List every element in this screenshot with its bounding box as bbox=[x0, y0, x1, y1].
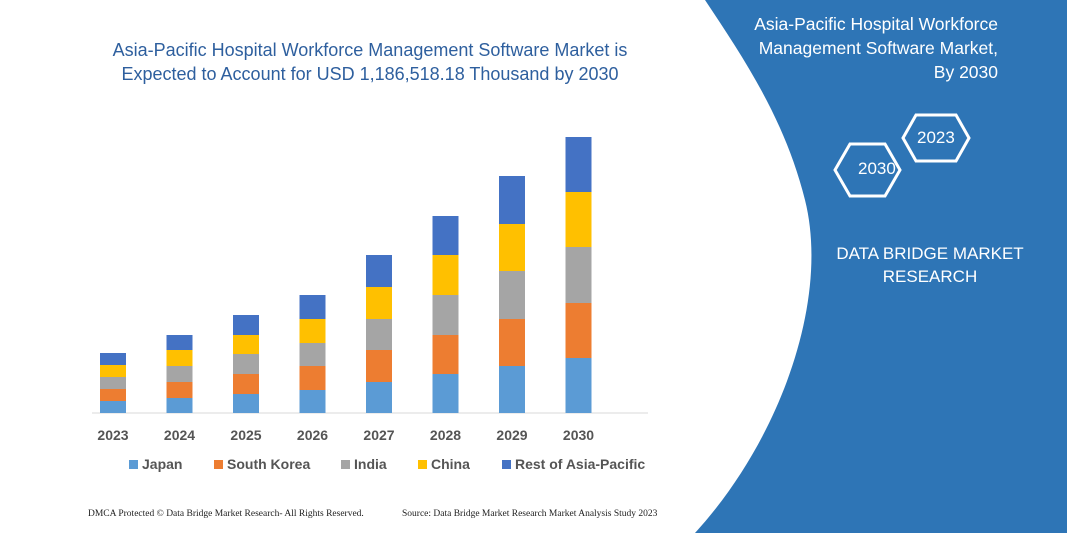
footer-source: Source: Data Bridge Market Research Mark… bbox=[402, 509, 658, 519]
side-panel-title: Asia-Pacific Hospital Workforce Manageme… bbox=[700, 12, 998, 84]
bar-2027-south-korea bbox=[366, 350, 392, 382]
bar-2029-india bbox=[499, 271, 525, 319]
bar-2028-japan bbox=[432, 374, 459, 413]
x-tick-label: 2023 bbox=[97, 427, 128, 443]
legend-label: Japan bbox=[142, 456, 183, 472]
legend-item-china: China bbox=[418, 456, 470, 472]
x-tick-label: 2027 bbox=[363, 427, 394, 443]
bars bbox=[100, 137, 592, 413]
bar-2024-south-korea bbox=[166, 382, 193, 398]
bar-2024-japan bbox=[166, 398, 193, 413]
bar-2028-rest-of-asia-pacific bbox=[432, 216, 459, 255]
bar-2026-south-korea bbox=[299, 366, 326, 390]
bar-2023-china bbox=[100, 365, 126, 377]
bar-2030-japan bbox=[565, 358, 592, 413]
legend-label: India bbox=[354, 456, 387, 472]
bar-2026-china bbox=[299, 319, 326, 343]
side-panel-shape bbox=[695, 0, 1067, 533]
legend-item-india: India bbox=[341, 456, 387, 472]
bar-2027-india bbox=[366, 319, 392, 350]
bar-2023-japan bbox=[100, 401, 126, 413]
bar-2030-south-korea bbox=[565, 303, 592, 358]
side-title-line: Management Software Market, bbox=[758, 38, 998, 58]
legend-swatch bbox=[418, 459, 427, 469]
x-tick-label: 2028 bbox=[430, 427, 461, 443]
chart-title: Asia-Pacific Hospital Workforce Manageme… bbox=[112, 40, 628, 84]
legend-label: China bbox=[431, 456, 470, 472]
bar-2029-japan bbox=[499, 366, 525, 413]
brand-line: DATA BRIDGE MARKET bbox=[836, 244, 1024, 263]
x-tick-label: 2025 bbox=[230, 427, 261, 443]
bar-2026-japan bbox=[299, 390, 326, 413]
legend-label: Rest of Asia-Pacific bbox=[515, 456, 646, 472]
hex-2023-icon bbox=[901, 113, 971, 163]
bar-2030-india bbox=[565, 247, 592, 303]
legend-item-rest-of-asia-pacific: Rest of Asia-Pacific bbox=[502, 456, 645, 472]
bar-2025-china bbox=[233, 335, 259, 354]
bar-2028-south-korea bbox=[432, 335, 459, 374]
legend-item-japan: Japan bbox=[129, 456, 182, 472]
bar-2030-rest-of-asia-pacific bbox=[565, 137, 592, 192]
bar-2029-china bbox=[499, 224, 525, 271]
bar-2026-india bbox=[299, 343, 326, 366]
legend-swatch bbox=[341, 459, 350, 469]
side-title-line: Asia-Pacific Hospital Workforce bbox=[754, 14, 998, 34]
bar-2025-japan bbox=[233, 394, 259, 413]
bar-2023-rest-of-asia-pacific bbox=[100, 353, 126, 365]
x-tick-label: 2024 bbox=[164, 427, 195, 443]
bar-2030-china bbox=[565, 192, 592, 247]
footer-copyright: DMCA Protected © Data Bridge Market Rese… bbox=[88, 509, 364, 519]
legend-label: South Korea bbox=[227, 456, 311, 472]
x-tick-label: 2026 bbox=[297, 427, 328, 443]
x-tick-label: 2030 bbox=[563, 427, 594, 443]
bar-2023-india bbox=[100, 377, 126, 389]
bar-2027-china bbox=[366, 287, 392, 319]
bar-2028-china bbox=[432, 255, 459, 295]
legend: Japan South Korea India China Rest of As… bbox=[0, 456, 1067, 474]
legend-swatch bbox=[502, 459, 511, 469]
bar-2024-china bbox=[166, 350, 193, 366]
bar-2024-india bbox=[166, 366, 193, 382]
x-axis-labels: 2023 2024 2025 2026 2027 2028 2029 2030 bbox=[97, 427, 594, 443]
x-tick-label: 2029 bbox=[496, 427, 527, 443]
bar-2027-japan bbox=[366, 382, 392, 413]
legend-item-south-korea: South Korea bbox=[214, 456, 310, 472]
bar-2025-rest-of-asia-pacific bbox=[233, 315, 259, 335]
bar-2026-rest-of-asia-pacific bbox=[299, 295, 326, 319]
bar-2028-india bbox=[432, 295, 459, 335]
hex-label-2023: 2023 bbox=[917, 128, 955, 147]
bar-2024-rest-of-asia-pacific bbox=[166, 335, 193, 350]
bar-2029-rest-of-asia-pacific bbox=[499, 176, 525, 224]
bar-2025-south-korea bbox=[233, 374, 259, 394]
bar-2029-south-korea bbox=[499, 319, 525, 366]
bar-2027-rest-of-asia-pacific bbox=[366, 255, 392, 287]
hex-2030-icon bbox=[833, 142, 902, 198]
side-title-line: By 2030 bbox=[933, 62, 998, 82]
brand-name: DATA BRIDGE MARKET RESEARCH bbox=[820, 242, 1040, 288]
bar-2023-south-korea bbox=[100, 389, 126, 401]
hex-label-2030: 2030 bbox=[858, 159, 896, 178]
bar-2025-india bbox=[233, 354, 259, 374]
legend-swatch bbox=[214, 459, 223, 469]
legend-swatch bbox=[129, 459, 138, 469]
brand-line: RESEARCH bbox=[882, 267, 978, 286]
